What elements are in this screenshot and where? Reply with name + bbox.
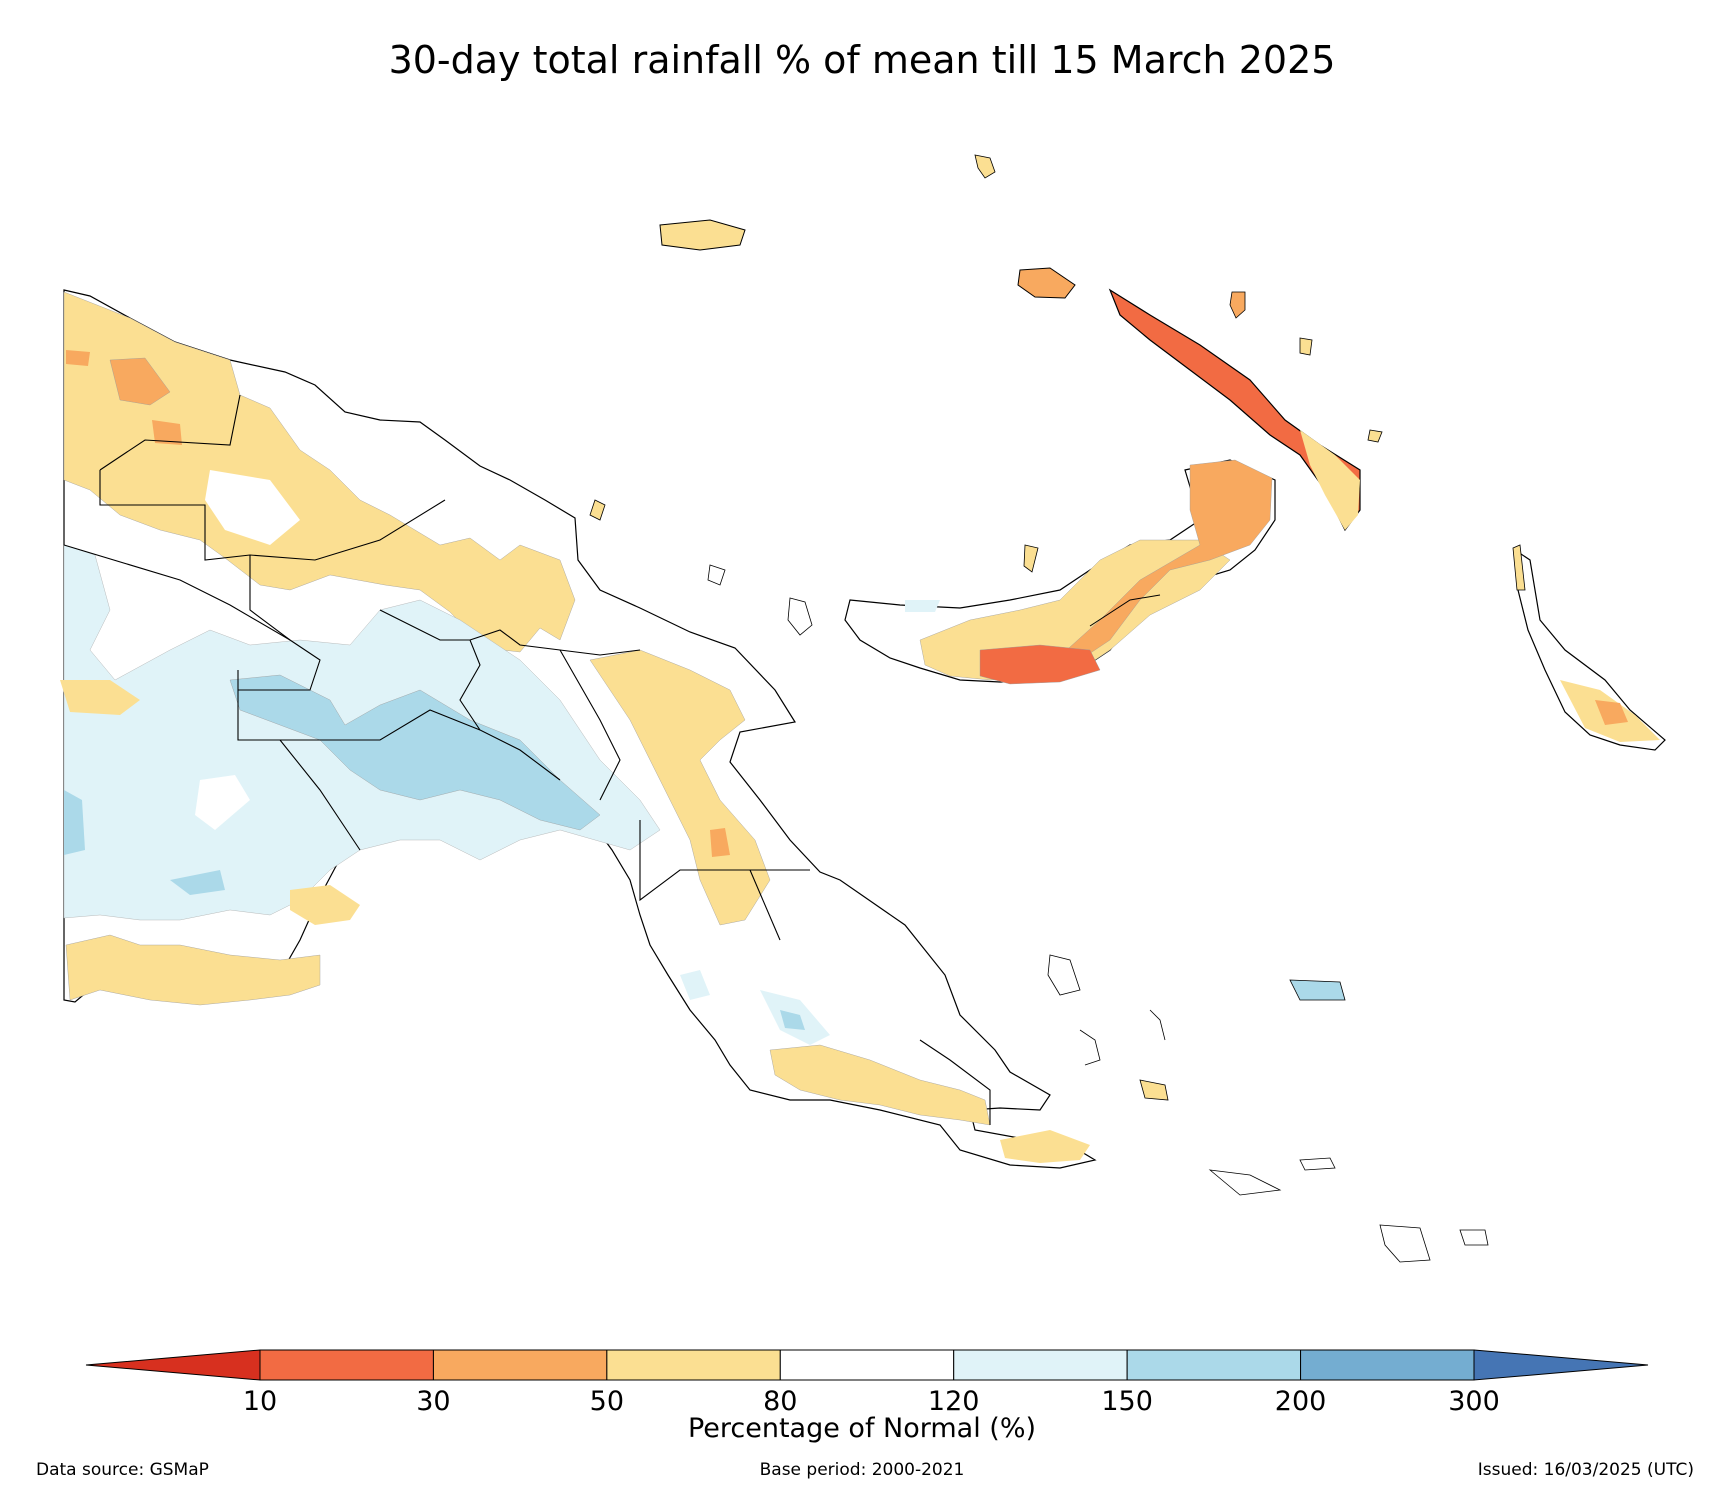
colorbar-segment bbox=[432, 1349, 608, 1381]
base-period-note: Base period: 2000-2021 bbox=[759, 1460, 965, 1480]
rain-10-30-new-britain bbox=[979, 644, 1101, 685]
rain-150-200-southeast-spot bbox=[780, 1010, 805, 1030]
colorbar-segment bbox=[259, 1349, 434, 1381]
colorbar-label: Percentage of Normal (%) bbox=[687, 1413, 1037, 1444]
rain-50-80-papuan-tail bbox=[1000, 1130, 1090, 1163]
colorbar-tick-label: 120 bbox=[927, 1386, 980, 1417]
rain-120-150-new-britain bbox=[905, 600, 940, 612]
buka-island bbox=[1512, 544, 1526, 591]
rain-120-150-southeast bbox=[680, 970, 710, 1000]
rain-30-50-spot-b bbox=[66, 350, 90, 366]
rain-50-80-new-ireland-south bbox=[1300, 430, 1360, 530]
new-hanover bbox=[1017, 267, 1076, 299]
louisiade-islands bbox=[1079, 1009, 1282, 1196]
rain-50-80-east-ridge bbox=[589, 649, 771, 926]
colorbar-tick-label: 300 bbox=[1448, 1386, 1500, 1417]
colorbar-segment-over bbox=[1473, 1349, 1649, 1381]
map-title: 30-day total rainfall % of mean till 15 … bbox=[388, 38, 1336, 82]
rain-50-80-southeast-coast bbox=[769, 1044, 991, 1126]
rain-30-50-new-britain bbox=[1049, 459, 1273, 666]
colorbar-tick-label: 30 bbox=[416, 1386, 451, 1417]
manus-island bbox=[659, 219, 746, 251]
issued-note: Issued: 16/03/2025 (UTC) bbox=[1477, 1460, 1694, 1480]
colorbar-segment bbox=[779, 1349, 955, 1381]
rain-30-50-bougainville bbox=[1595, 700, 1628, 725]
rain-150-200-south bbox=[170, 870, 225, 895]
rain-50-80-southwest bbox=[65, 934, 321, 1006]
rain-50-80-south-delta bbox=[290, 885, 360, 925]
new-britain-land bbox=[844, 459, 1276, 683]
province-boundaries bbox=[63, 394, 991, 1125]
rain-30-50-spot-c bbox=[152, 420, 182, 445]
colorbar-tick-label: 80 bbox=[763, 1386, 798, 1417]
colorbar-tick-label: 50 bbox=[589, 1386, 625, 1417]
rain-80-120-hole-a bbox=[205, 470, 300, 545]
small-islands-outline bbox=[707, 564, 1489, 1263]
bougainville bbox=[1512, 544, 1666, 751]
colorbar-segment bbox=[1300, 1349, 1475, 1381]
rain-150-200-west bbox=[64, 790, 85, 855]
small-islands bbox=[589, 154, 1383, 573]
rain-30-50-east-spot bbox=[710, 828, 730, 857]
colorbar-tick-label: 150 bbox=[1101, 1386, 1153, 1417]
colorbar-tick-label: 200 bbox=[1274, 1386, 1327, 1417]
rainfall-map bbox=[60, 154, 1666, 1263]
colorbar-segment bbox=[606, 1349, 781, 1381]
rain-150-200-central bbox=[229, 674, 601, 831]
colorbar-tick-label: 10 bbox=[242, 1386, 278, 1417]
rain-30-50-spot-a bbox=[109, 357, 171, 406]
new-britain bbox=[844, 459, 1276, 685]
colorbar-segments bbox=[85, 1349, 1649, 1381]
colorbar-segment bbox=[1126, 1349, 1302, 1381]
new-ireland bbox=[1017, 267, 1361, 532]
colorbar-segment-under bbox=[85, 1349, 261, 1381]
data-source-note: Data source: GSMaP bbox=[36, 1460, 209, 1480]
mainland bbox=[60, 289, 1097, 1169]
rain-50-80-northwest bbox=[63, 291, 576, 653]
rain-50-80-west-spot bbox=[60, 680, 140, 715]
colorbar-segment bbox=[953, 1349, 1128, 1381]
rain-80-120-hole-b bbox=[195, 775, 250, 830]
